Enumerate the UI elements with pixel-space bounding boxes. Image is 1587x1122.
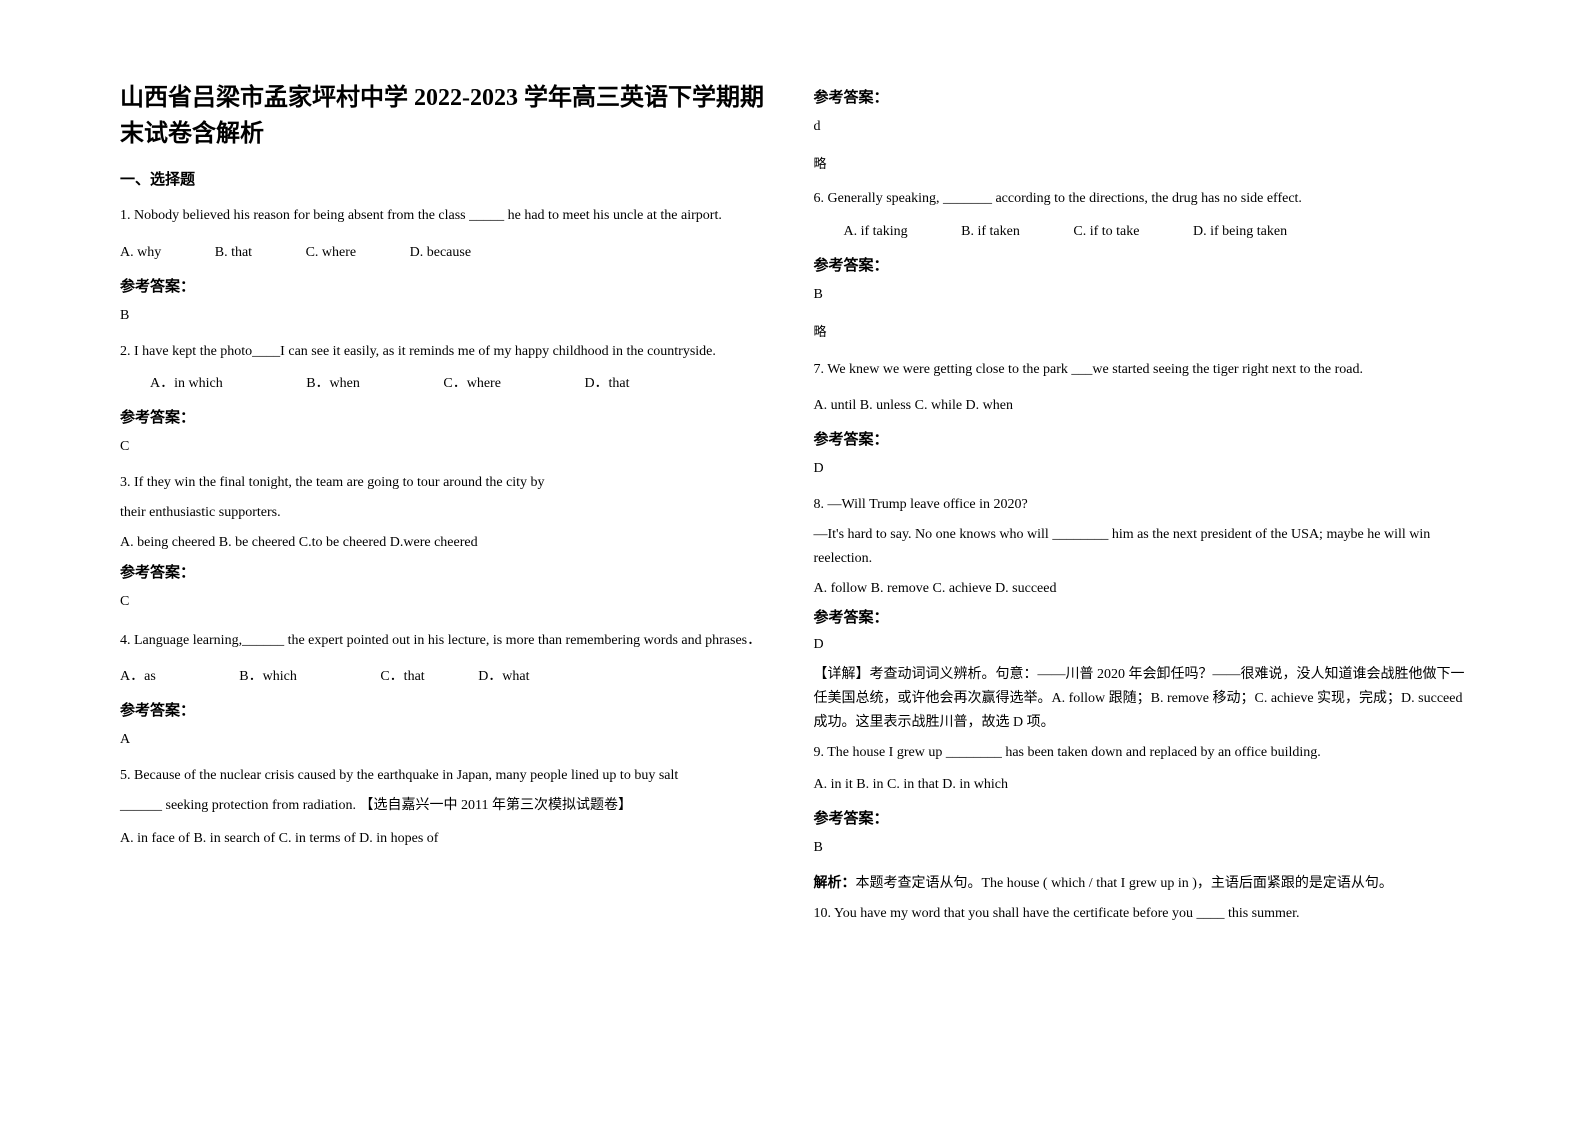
q4-answer-label: 参考答案：: [120, 699, 774, 720]
q6-option-b: B. if taken: [961, 217, 1020, 248]
question-6-text: 6. Generally speaking, _______ according…: [814, 187, 1468, 211]
question-5-options: A. in face of B. in search of C. in term…: [120, 824, 774, 855]
q1-option-a: A. why: [120, 238, 161, 269]
q6-answer: B: [814, 281, 1468, 309]
question-2-options: A．in which B．when C．where D．that: [120, 369, 774, 400]
question-1-options: A. why B. that C. where D. because: [120, 238, 774, 269]
q2-option-c: C．where: [443, 369, 501, 400]
right-column: 参考答案： d 略 6. Generally speaking, _______…: [794, 80, 1488, 1082]
q7-answer: D: [814, 455, 1468, 483]
q6-option-c: C. if to take: [1073, 217, 1139, 248]
q1-answer: B: [120, 302, 774, 330]
q4-option-b: B．which: [239, 662, 297, 693]
q4-option-c: C．that: [380, 662, 424, 693]
question-6-options: A. if taking B. if taken C. if to take D…: [814, 217, 1468, 248]
question-3-options: A. being cheered B. be cheered C.to be c…: [120, 531, 774, 555]
question-5-text2: ______ seeking protection from radiation…: [120, 794, 774, 818]
question-8-text1: 8. —Will Trump leave office in 2020?: [814, 493, 1468, 517]
q9-explanation: 解析：本题考查定语从句。The house ( which / that I g…: [814, 872, 1468, 896]
q5-answer: d: [814, 113, 1468, 141]
section-header: 一、选择题: [120, 168, 774, 189]
q9-explanation-text: 本题考查定语从句。The house ( which / that I grew…: [856, 876, 1393, 891]
lue-1: 略: [814, 151, 1468, 177]
question-2-text: 2. I have kept the photo____I can see it…: [120, 340, 774, 364]
q7-answer-label: 参考答案：: [814, 428, 1468, 449]
left-column: 山西省吕梁市孟家坪村中学 2022-2023 学年高三英语下学期期末试卷含解析 …: [100, 80, 794, 1082]
q2-option-a: A．in which: [150, 369, 223, 400]
question-7-text: 7. We knew we were getting close to the …: [814, 355, 1468, 386]
q3-answer-label: 参考答案：: [120, 561, 774, 582]
question-8-options: A. follow B. remove C. achieve D. succee…: [814, 577, 1468, 601]
q3-answer: C: [120, 588, 774, 616]
lue-2: 略: [814, 319, 1468, 345]
q4-answer: A: [120, 726, 774, 754]
q9-answer: B: [814, 834, 1468, 862]
question-8-text2: —It's hard to say. No one knows who will…: [814, 523, 1468, 571]
q4-option-d: D．what: [478, 669, 529, 684]
q6-option-a: A. if taking: [844, 217, 908, 248]
q8-answer-label: 参考答案：: [814, 606, 1468, 627]
q9-explanation-label: 解析：: [814, 876, 856, 891]
q1-answer-label: 参考答案：: [120, 275, 774, 296]
question-5-text1: 5. Because of the nuclear crisis caused …: [120, 764, 774, 788]
q1-option-b: B. that: [215, 238, 252, 269]
q2-option-b: B．when: [306, 369, 360, 400]
q8-explanation: 【详解】考查动词词义辨析。句意：——川普 2020 年会卸任吗？——很难说，没人…: [814, 663, 1468, 734]
document-title: 山西省吕梁市孟家坪村中学 2022-2023 学年高三英语下学期期末试卷含解析: [120, 80, 774, 152]
q1-option-c: C. where: [306, 238, 357, 269]
question-3-text2: their enthusiastic supporters.: [120, 501, 774, 525]
question-3-text1: 3. If they win the final tonight, the te…: [120, 471, 774, 495]
q4-option-a: A．as: [120, 662, 156, 693]
question-4-text: 4. Language learning,______ the expert p…: [120, 626, 774, 657]
q1-option-d: D. because: [410, 245, 471, 260]
q9-answer-label: 参考答案：: [814, 807, 1468, 828]
question-9-options: A. in it B. in C. in that D. in which: [814, 770, 1468, 801]
q6-option-d: D. if being taken: [1193, 224, 1287, 239]
q5-answer-label: 参考答案：: [814, 86, 1468, 107]
question-4-options: A．as B．which C．that D．what: [120, 662, 774, 693]
q6-answer-label: 参考答案：: [814, 254, 1468, 275]
q2-answer-label: 参考答案：: [120, 406, 774, 427]
question-9-text: 9. The house I grew up ________ has been…: [814, 741, 1468, 765]
q2-answer: C: [120, 433, 774, 461]
question-7-options: A. until B. unless C. while D. when: [814, 391, 1468, 422]
question-10-text: 10. You have my word that you shall have…: [814, 902, 1468, 926]
q2-option-d: D．that: [584, 376, 629, 391]
q8-answer: D: [814, 633, 1468, 657]
question-1-text: 1. Nobody believed his reason for being …: [120, 201, 774, 232]
